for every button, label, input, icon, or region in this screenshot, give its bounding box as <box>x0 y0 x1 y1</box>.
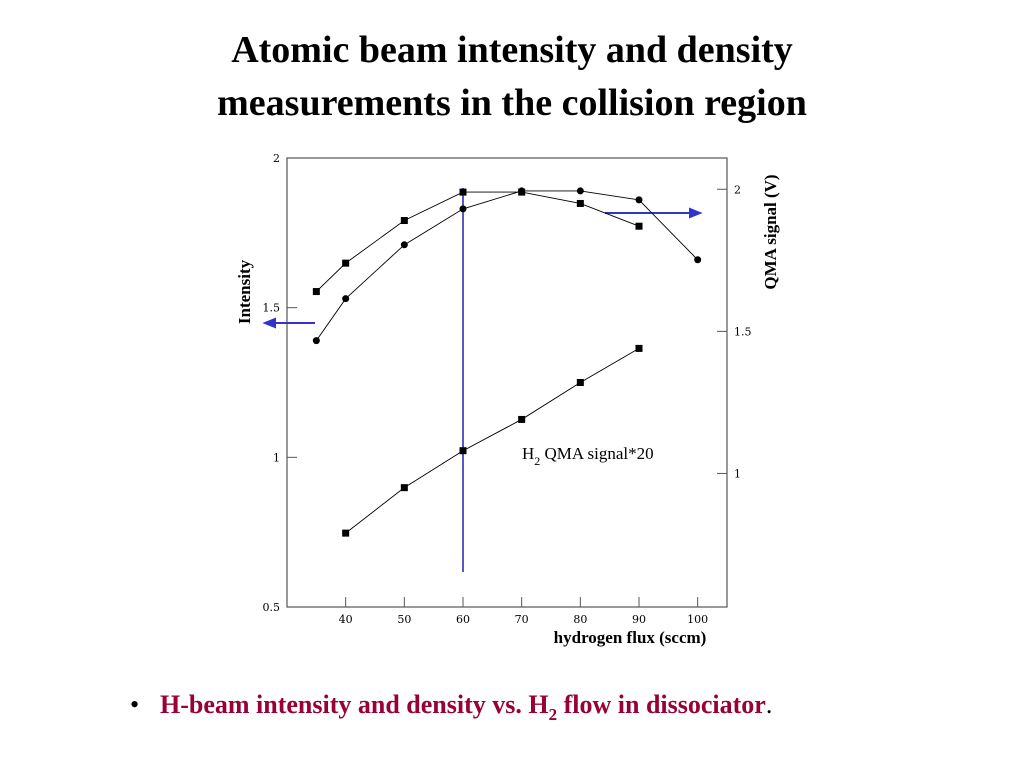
y-tick-label: 1 <box>273 451 280 464</box>
bullet-text: H-beam intensity and density vs. H2 flow… <box>160 690 772 724</box>
y-axis-label: Intensity <box>235 259 254 324</box>
point <box>312 288 320 296</box>
point <box>459 205 467 213</box>
x-axis-label: hydrogen flux (sccm) <box>554 628 707 647</box>
point <box>342 295 350 303</box>
point <box>342 259 350 267</box>
bullet-dot: • <box>130 690 139 719</box>
point <box>635 222 643 230</box>
arrow-head <box>689 207 703 219</box>
x-tick-label: 100 <box>687 613 708 626</box>
point <box>576 187 584 195</box>
point <box>576 199 584 207</box>
point <box>518 415 526 423</box>
point <box>400 241 408 249</box>
point <box>400 217 408 225</box>
annotation-part: QMA signal*20 <box>540 444 653 463</box>
point <box>312 337 320 345</box>
annotation: H2 QMA signal*20 <box>522 444 654 468</box>
plot-frame <box>286 157 728 608</box>
y-tick-label: 1.5 <box>263 302 281 315</box>
y2-tick-label: 2 <box>734 183 741 196</box>
point <box>342 529 350 537</box>
bullet-sub: 2 <box>549 705 558 724</box>
x-tick-label: 90 <box>632 613 646 626</box>
bullet-part: H-beam intensity and density vs. H <box>160 690 549 719</box>
series-line <box>316 191 640 292</box>
y2-axis-label: QMA signal (V) <box>761 174 780 289</box>
x-tick-label: 60 <box>456 613 470 626</box>
y2-tick-label: 1 <box>734 467 741 480</box>
point <box>635 344 643 352</box>
arrow-head <box>262 317 276 329</box>
title-line: measurements in the collision region <box>217 82 807 124</box>
point <box>635 196 643 204</box>
point <box>459 447 467 455</box>
point <box>400 484 408 492</box>
x-tick-label: 40 <box>339 613 353 626</box>
point <box>459 188 467 196</box>
series-line <box>315 190 698 341</box>
annotation-part: H <box>522 444 534 463</box>
annotation-part: 2 <box>534 454 540 468</box>
y-tick-label: 2 <box>273 152 280 165</box>
series-line <box>345 348 640 534</box>
bullet-part: flow in dissociator <box>557 690 766 719</box>
x-tick-label: 70 <box>515 613 529 626</box>
x-tick-label: 80 <box>573 613 587 626</box>
bullet-part: . <box>766 690 773 719</box>
point <box>518 188 526 196</box>
arrows <box>262 207 703 329</box>
y-tick-label: 0.5 <box>263 601 281 614</box>
x-tick-label: 50 <box>397 613 411 626</box>
point <box>694 256 702 264</box>
title-line: Atomic beam intensity and density <box>231 29 793 71</box>
point <box>576 379 584 386</box>
y2-tick-label: 1.5 <box>734 325 752 338</box>
